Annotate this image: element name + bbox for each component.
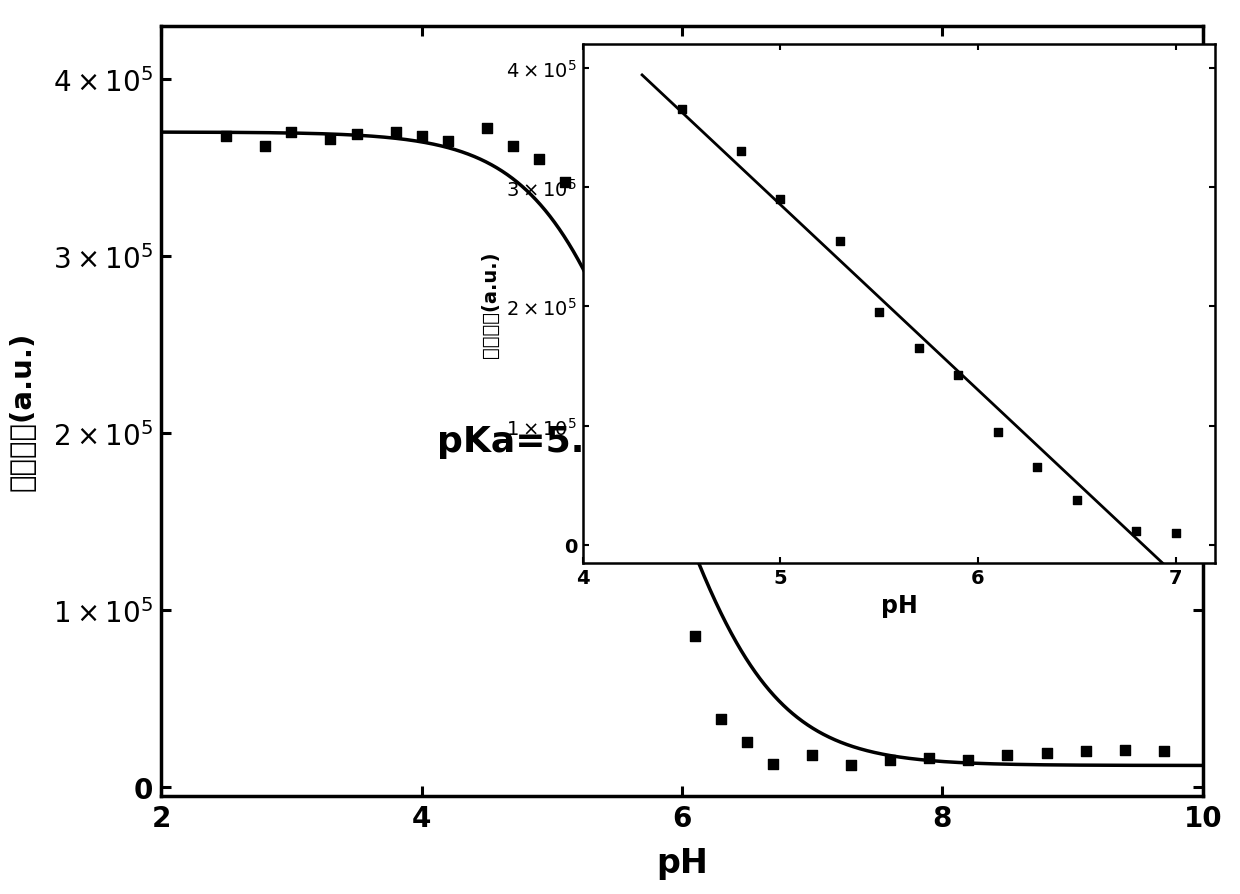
Point — [1037, 746, 1056, 761]
Text: pKa=5.80: pKa=5.80 — [438, 425, 635, 459]
Point — [997, 748, 1017, 763]
X-axis label: pH: pH — [656, 846, 708, 879]
Point — [869, 306, 889, 320]
Point — [1166, 527, 1185, 541]
Point — [1028, 460, 1048, 475]
Point — [320, 133, 340, 148]
Point — [660, 430, 680, 444]
Point — [438, 135, 458, 149]
Point — [255, 139, 275, 154]
Point — [529, 152, 549, 166]
Point — [880, 753, 900, 767]
Point — [909, 342, 929, 356]
Y-axis label: 荧光强度(a.u.): 荧光强度(a.u.) — [9, 332, 36, 491]
Point — [1115, 743, 1135, 757]
Point — [476, 122, 496, 137]
X-axis label: pH: pH — [880, 594, 918, 617]
Point — [919, 751, 940, 765]
Point — [1066, 493, 1086, 507]
Point — [1153, 745, 1173, 759]
Point — [763, 756, 784, 771]
Point — [841, 758, 861, 772]
Point — [503, 139, 523, 154]
Point — [711, 713, 730, 727]
Point — [672, 103, 692, 117]
Point — [684, 629, 704, 644]
Point — [217, 130, 237, 144]
Point — [1126, 524, 1146, 538]
Point — [580, 211, 601, 225]
Point — [988, 425, 1008, 439]
Point — [386, 126, 405, 140]
Point — [732, 145, 751, 159]
Point — [608, 240, 626, 255]
Point — [412, 130, 432, 144]
Point — [949, 369, 968, 384]
Point — [737, 736, 756, 750]
Point — [346, 128, 367, 142]
Y-axis label: 荧光强度(a.u.): 荧光强度(a.u.) — [480, 251, 500, 357]
Point — [554, 175, 574, 190]
Point — [281, 126, 301, 140]
Point — [770, 192, 790, 207]
Point — [959, 753, 978, 767]
Point — [1075, 745, 1096, 759]
Point — [830, 234, 849, 249]
Point — [802, 748, 822, 763]
Point — [634, 316, 653, 331]
